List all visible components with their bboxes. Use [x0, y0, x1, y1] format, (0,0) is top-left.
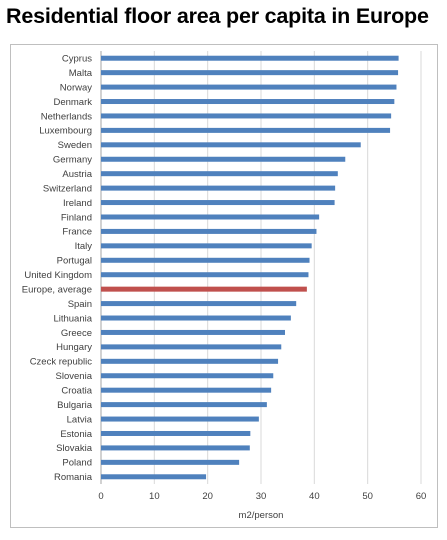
bar	[101, 228, 317, 234]
bar	[101, 430, 251, 436]
category-label: Hungary	[56, 342, 92, 353]
x-tick-label: 60	[416, 491, 427, 502]
bar	[101, 301, 297, 307]
category-label: Romania	[54, 472, 93, 483]
bar	[101, 272, 309, 278]
x-tick-label: 10	[149, 491, 160, 502]
bar	[101, 55, 399, 61]
chart-title: Residential floor area per capita in Eur…	[6, 4, 429, 28]
category-label: Cyprus	[62, 54, 92, 65]
category-label: Slovenia	[56, 371, 93, 382]
category-label: Czeck republic	[30, 357, 93, 368]
gridlines	[100, 51, 422, 484]
bar	[101, 387, 272, 393]
bar	[101, 84, 397, 90]
category-label: Austria	[62, 169, 92, 180]
bar	[101, 113, 392, 119]
category-label: Bulgaria	[57, 400, 93, 411]
x-tick-label: 30	[256, 491, 267, 502]
category-label: Europe, average	[22, 284, 92, 295]
bar	[101, 344, 282, 350]
bar	[101, 142, 361, 148]
category-labels: Cyprus Malta Norway Denmark Netherlands Luxem…	[22, 54, 93, 484]
category-label: Finland	[61, 212, 92, 223]
x-tick-label: 0	[98, 491, 103, 502]
category-label: Poland	[62, 458, 92, 469]
bar	[101, 200, 335, 206]
bar	[101, 373, 274, 379]
category-label: Latvia	[67, 414, 93, 425]
bar	[101, 474, 207, 480]
bar	[101, 286, 307, 292]
bar	[101, 358, 279, 364]
bar	[101, 257, 310, 263]
category-label: Slovakia	[56, 443, 93, 454]
bar	[101, 402, 267, 408]
category-label: Croatia	[61, 385, 92, 396]
category-label: Switzerland	[43, 183, 92, 194]
category-label: Spain	[68, 299, 92, 310]
category-label: Malta	[69, 68, 93, 79]
x-tick-label: 50	[362, 491, 373, 502]
bar	[101, 329, 285, 335]
bar	[101, 214, 320, 220]
bar	[101, 315, 291, 321]
category-label: Lithuania	[53, 313, 92, 324]
category-label: Sweden	[58, 140, 92, 151]
bar	[101, 445, 250, 451]
category-label: Luxembourg	[39, 126, 92, 137]
x-tick-label: 40	[309, 491, 320, 502]
bar	[101, 99, 395, 105]
bar	[101, 127, 391, 133]
category-label: Estonia	[60, 429, 92, 440]
bar	[101, 156, 346, 162]
x-tick-label: 20	[202, 491, 213, 502]
category-label: Norway	[60, 82, 92, 93]
bar	[101, 243, 312, 249]
bar	[101, 185, 336, 191]
bar	[101, 416, 259, 422]
category-label: Germany	[53, 155, 92, 166]
category-label: Italy	[75, 241, 93, 252]
category-label: France	[62, 227, 92, 238]
bar	[101, 171, 338, 177]
category-label: Greece	[61, 328, 92, 339]
x-tick-labels: 0 10 20 30 40 50 60	[98, 491, 426, 502]
category-label: Ireland	[63, 198, 92, 209]
bars	[101, 55, 399, 480]
x-axis-label: m2/person	[239, 510, 284, 521]
category-label: Denmark	[53, 97, 92, 108]
category-label: United Kingdom	[24, 270, 92, 281]
category-label: Netherlands	[41, 111, 92, 122]
category-label: Portugal	[57, 256, 92, 267]
bar	[101, 70, 399, 76]
chart-frame	[10, 44, 438, 528]
bar	[101, 459, 240, 465]
